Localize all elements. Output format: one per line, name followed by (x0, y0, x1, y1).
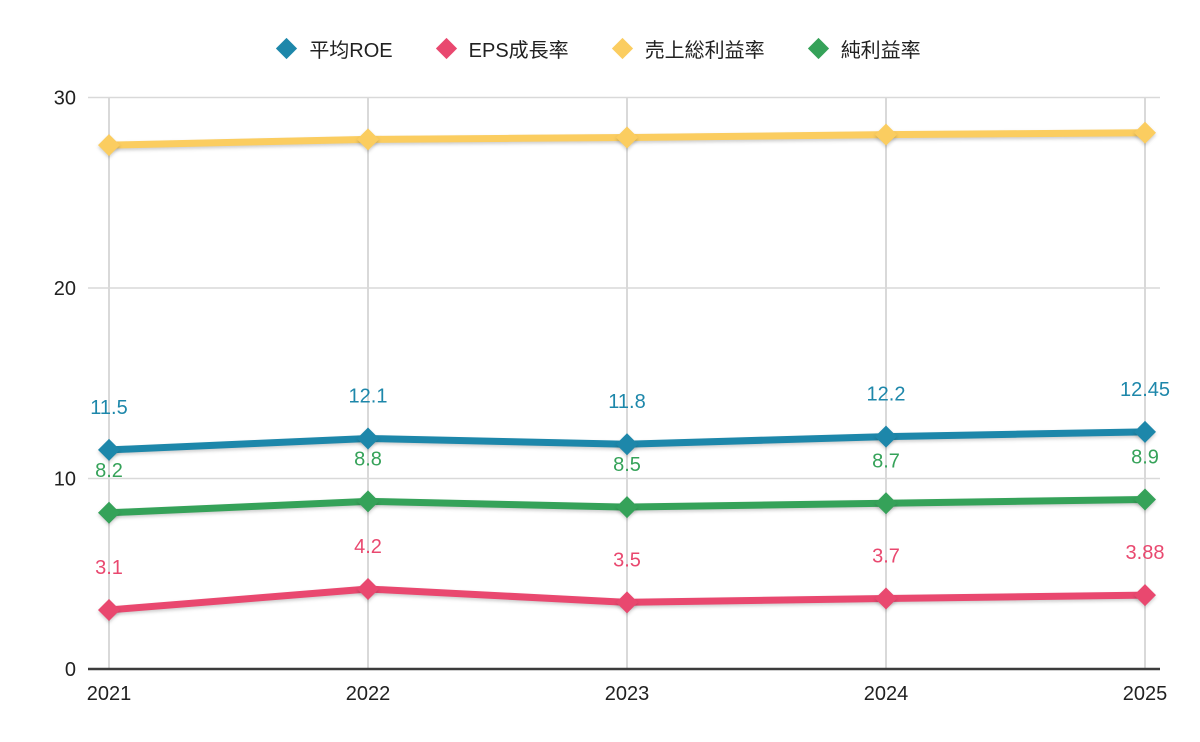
y-axis-tick-label: 20 (54, 278, 76, 300)
data-point-label-3-4: 8.9 (1131, 446, 1159, 468)
data-point-marker-3-1[interactable] (357, 490, 379, 513)
x-axis-tick-label: 2022 (346, 683, 391, 705)
legend-label: 平均ROE (309, 39, 393, 62)
data-point-marker-0-3[interactable] (875, 425, 897, 448)
data-point-marker-2-4[interactable] (1134, 121, 1156, 144)
data-point-marker-3-2[interactable] (616, 496, 638, 519)
data-point-marker-1-0[interactable] (98, 598, 120, 621)
data-point-marker-3-3[interactable] (875, 492, 897, 515)
data-point-label-3-1: 8.8 (354, 448, 382, 470)
data-point-marker-1-1[interactable] (357, 577, 379, 600)
legend-item-3[interactable]: 純利益率 (807, 34, 921, 63)
data-point-marker-3-0[interactable] (98, 501, 120, 524)
data-point-marker-0-0[interactable] (98, 438, 120, 461)
legend-label: 売上総利益率 (644, 39, 765, 62)
data-point-marker-2-2[interactable] (616, 126, 638, 149)
data-point-marker-0-4[interactable] (1134, 420, 1156, 443)
y-axis-tick-label: 10 (54, 469, 76, 491)
data-point-label-3-3: 8.7 (872, 450, 900, 472)
legend: 平均ROE EPS成長率 売上総利益率 純利益率 (0, 30, 1200, 66)
data-point-marker-1-3[interactable] (875, 587, 897, 610)
data-point-label-0-4: 12.45 (1120, 379, 1170, 401)
data-point-marker-0-2[interactable] (616, 433, 638, 456)
data-point-marker-2-1[interactable] (357, 128, 379, 151)
data-point-label-1-1: 4.2 (354, 536, 382, 558)
legend-label: 純利益率 (840, 39, 921, 62)
data-point-label-3-0: 8.2 (95, 460, 123, 482)
data-point-label-0-1: 12.1 (349, 385, 388, 407)
data-point-marker-1-2[interactable] (616, 591, 638, 614)
legend-item-2[interactable]: 売上総利益率 (611, 34, 765, 63)
data-point-label-1-2: 3.5 (613, 549, 641, 571)
x-axis-tick-label: 2025 (1123, 683, 1168, 705)
data-point-marker-1-4[interactable] (1134, 584, 1156, 607)
x-axis-tick-label: 2023 (605, 683, 650, 705)
data-point-marker-3-4[interactable] (1134, 488, 1156, 511)
x-axis-tick-label: 2024 (864, 683, 909, 705)
data-point-label-1-0: 3.1 (95, 557, 123, 579)
data-point-marker-2-3[interactable] (875, 123, 897, 146)
data-point-label-1-4: 3.88 (1126, 542, 1165, 564)
data-point-label-3-2: 8.5 (613, 454, 641, 476)
data-point-label-0-3: 12.2 (867, 384, 906, 406)
legend-label: EPS成長率 (468, 39, 569, 62)
data-point-marker-2-0[interactable] (98, 134, 120, 157)
y-axis-tick-label: 30 (54, 88, 76, 110)
legend-item-1[interactable]: EPS成長率 (435, 34, 569, 63)
legend-item-0[interactable]: 平均ROE (276, 34, 393, 63)
data-point-label-0-0: 11.5 (90, 397, 127, 419)
data-point-label-1-3: 3.7 (872, 546, 900, 568)
y-axis-tick-label: 0 (65, 659, 76, 681)
data-point-marker-0-1[interactable] (357, 427, 379, 450)
data-point-label-0-2: 11.8 (608, 391, 645, 413)
x-axis-tick-label: 2021 (87, 683, 132, 705)
